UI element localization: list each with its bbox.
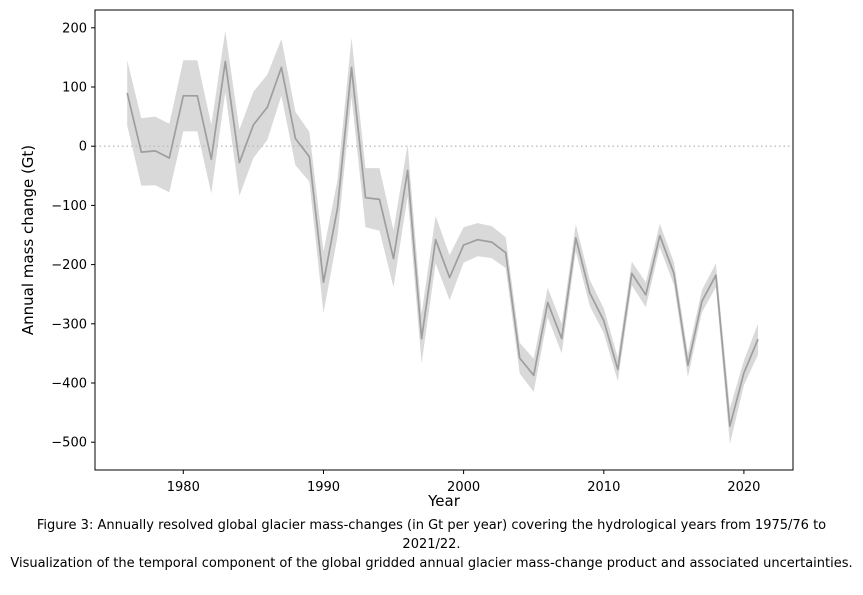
y-tick-label: −100	[51, 199, 87, 214]
figure-caption: Figure 3: Annually resolved global glaci…	[0, 516, 863, 573]
caption-line-2: Visualization of the temporal component …	[10, 556, 853, 571]
caption-line-1: Figure 3: Annually resolved global glaci…	[36, 518, 827, 552]
plot-area: 200 100 0 −100 −200 −300 −400 −500 1980 1990 2000 2…	[51, 9, 794, 495]
uncertainty-band	[127, 30, 758, 444]
mass-change-line	[126, 60, 759, 428]
y-axis-label: Annual mass change (Gt)	[19, 145, 37, 335]
y-tick-label: 0	[79, 140, 87, 155]
y-tick-label: 200	[62, 21, 87, 36]
y-tick-label: −300	[51, 317, 87, 332]
y-tick-label: −500	[51, 436, 87, 451]
y-tick-label: −400	[51, 377, 87, 392]
x-tick-label: 1990	[307, 480, 340, 495]
glacier-mass-change-chart: 200 100 0 −100 −200 −300 −400 −500 1980 1990 2000 2…	[19, 9, 794, 510]
y-tick-label: −200	[51, 258, 87, 273]
x-tick-label: 2020	[727, 480, 760, 495]
x-axis-label: Year	[427, 492, 461, 510]
x-tick-label: 2000	[447, 480, 480, 495]
x-tick-label: 2010	[587, 480, 620, 495]
y-tick-label: 100	[62, 81, 87, 96]
axes-spines	[94, 9, 794, 471]
x-tick-label: 1980	[167, 480, 200, 495]
